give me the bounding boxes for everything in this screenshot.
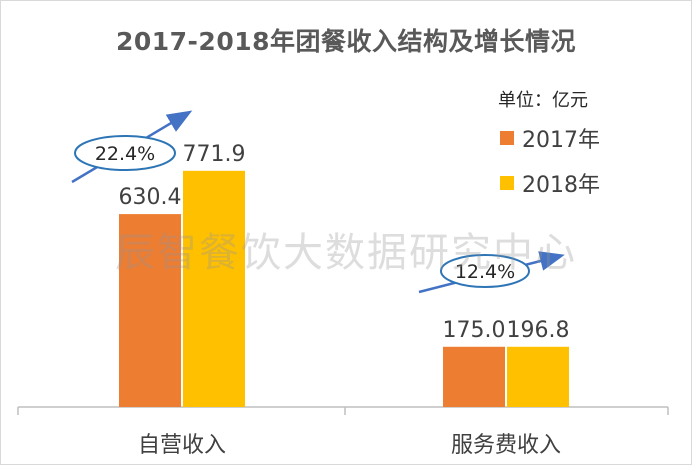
legend-label-2017: 2017年 — [522, 128, 600, 153]
legend-item-2017: 2017年 — [500, 125, 600, 153]
unit-note: 单位：亿元 — [498, 90, 588, 111]
legend-swatch-2017 — [500, 131, 514, 145]
legend-swatch-2018 — [500, 176, 514, 190]
data-label-2017-0: 630.4 — [119, 185, 182, 210]
category-label-1: 服务费收入 — [451, 433, 561, 458]
data-label-2018-1: 196.8 — [507, 318, 570, 343]
growth-ellipse-0 — [74, 135, 176, 171]
data-label-2018-0: 771.9 — [183, 142, 246, 167]
bar-2017-0 — [119, 214, 181, 407]
bar-2018-0 — [183, 170, 245, 407]
category-label-0: 自营收入 — [138, 433, 226, 458]
growth-label-0: 22.4% — [95, 143, 155, 165]
chart-title: 2017-2018年团餐收入结构及增长情况 — [115, 27, 577, 56]
legend-label-2018: 2018年 — [522, 173, 600, 198]
data-label-2017-1: 175.0 — [443, 318, 506, 343]
growth-ellipse-1 — [440, 254, 530, 288]
bar-2017-1 — [443, 346, 505, 407]
watermark: 辰智餐饮大数据研究中心 — [115, 230, 577, 276]
legend-item-2018: 2018年 — [500, 170, 600, 198]
bar-2018-1 — [507, 346, 569, 407]
growth-label-1: 12.4% — [455, 261, 515, 283]
